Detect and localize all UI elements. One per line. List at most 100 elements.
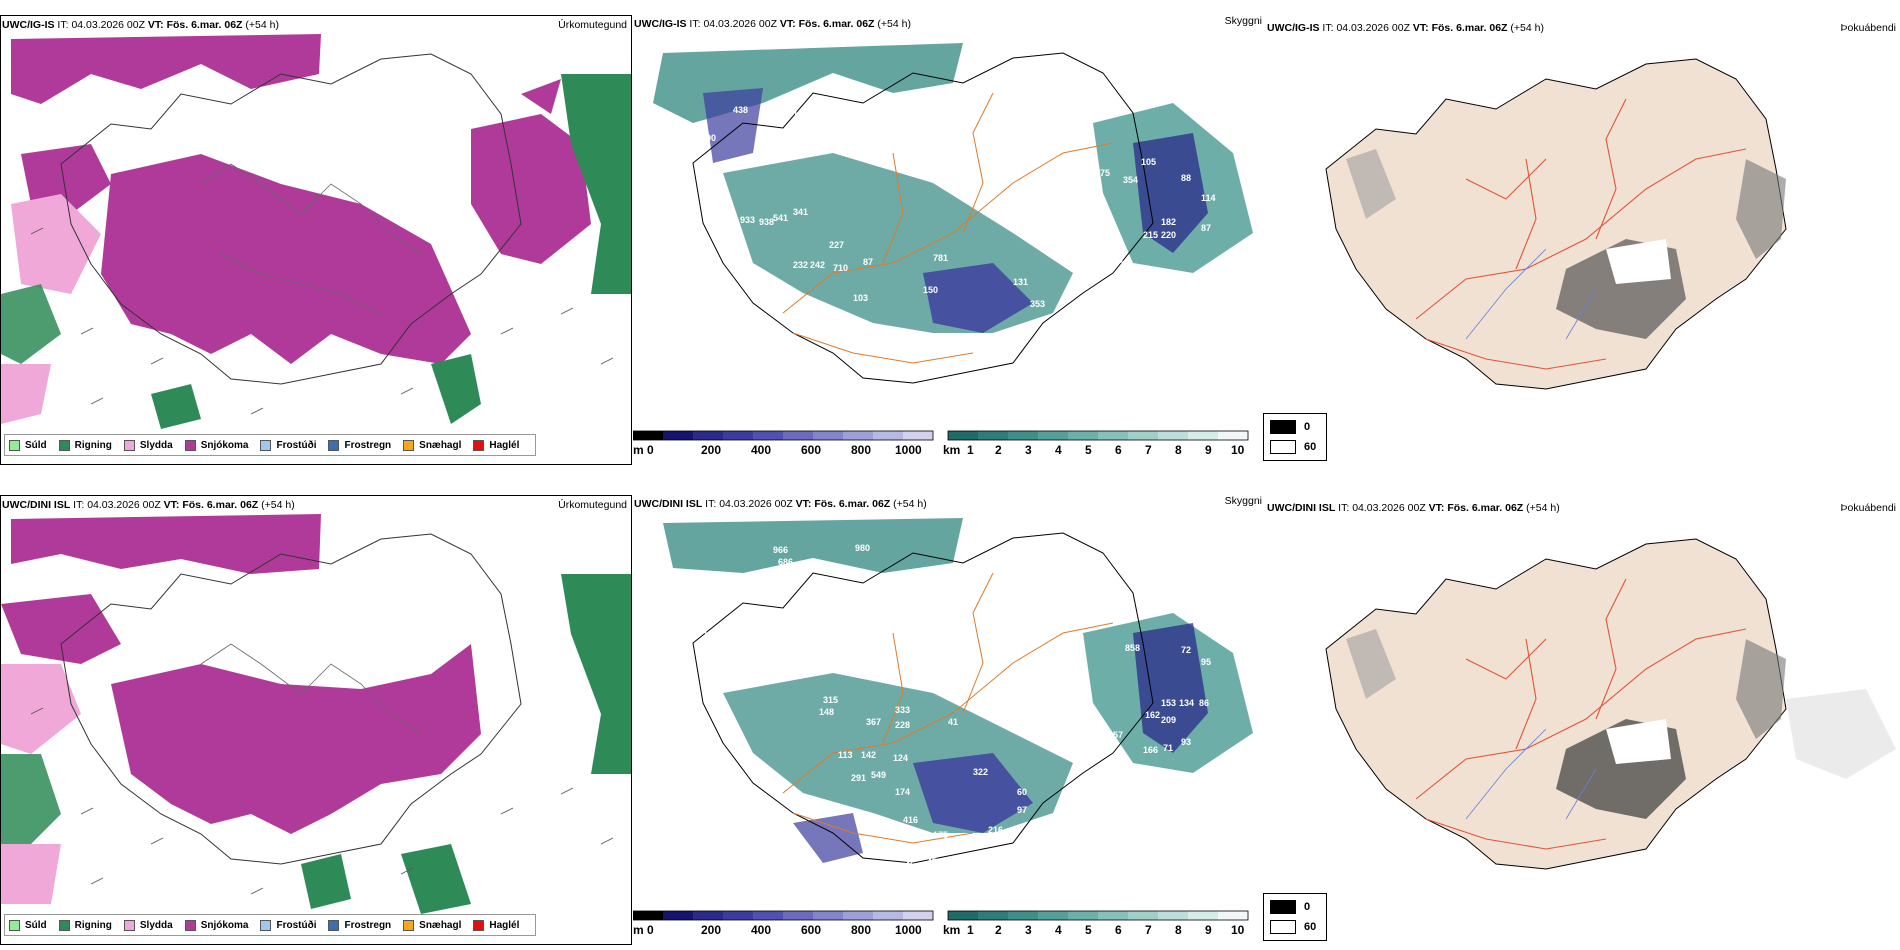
- cloud-label: 95: [1201, 657, 1211, 667]
- cloud-label: 93: [1181, 737, 1191, 747]
- legend-item: Súld: [9, 439, 47, 451]
- cloud-label: 549: [871, 770, 886, 780]
- legend-swatch: [328, 439, 340, 451]
- legend-item: Rigning: [58, 439, 112, 451]
- legend-item: Snjókoma: [184, 919, 248, 931]
- cloud-label: 94: [793, 145, 803, 155]
- cloud-label: 150: [923, 285, 938, 295]
- km-tick: 3: [1025, 923, 1032, 937]
- m-unit: m: [633, 443, 644, 457]
- cloud-label: 325: [801, 563, 816, 573]
- height-scale: m 0 200 400 600 800 1000 km 1 2 3 4 5 6 …: [633, 909, 1265, 949]
- km-tick: 2: [995, 443, 1002, 457]
- km-tick: 10: [1231, 923, 1245, 937]
- km-tick: 3: [1025, 443, 1032, 457]
- cloud-label: 170: [793, 110, 808, 120]
- legend-item: Slydda: [123, 919, 173, 931]
- cloud-label: 216: [988, 825, 1003, 835]
- fog-label-low: 0: [1304, 421, 1311, 433]
- legend-swatch: [9, 439, 20, 451]
- fog-legend: 0 60: [1263, 413, 1327, 461]
- km-scale: [947, 910, 1249, 921]
- cloud-label: 858: [1125, 643, 1140, 653]
- legend-swatch: [184, 439, 196, 451]
- panel-title: Þokuábendi: [1840, 502, 1896, 514]
- cloud-labels: 438 170 990 94 120 933 541 341 938 73 22…: [658, 105, 1216, 370]
- cloud-label: 60: [1017, 787, 1027, 797]
- fog-map: [1325, 58, 1787, 390]
- fog-swatch-low: [1270, 420, 1296, 434]
- cloud-label: 153: [1161, 698, 1176, 708]
- panel-title: Úrkomutegund: [558, 499, 627, 511]
- legend-swatch: [58, 919, 70, 931]
- cloud-map: 438 170 990 94 120 933 541 341 938 73 22…: [653, 43, 1253, 384]
- panel-header: UWC/IG-IS IT: 04.03.2026 00Z VT: Fös. 6.…: [2, 19, 279, 31]
- cloud-label: 291: [851, 773, 866, 783]
- km-tick: 5: [1085, 923, 1092, 937]
- cloud-label: 87: [1201, 223, 1211, 233]
- m-tick: 400: [751, 923, 771, 937]
- cloud-label: 416: [903, 815, 918, 825]
- cloud-label: 45: [1058, 809, 1068, 819]
- legend-swatch: [123, 439, 135, 451]
- cloud-label: 166: [1143, 745, 1158, 755]
- fog-panel-top: UWC/IG-IS IT: 04.03.2026 00Z VT: Fös. 6.…: [1263, 15, 1898, 465]
- legend-swatch: [473, 439, 485, 451]
- cloud-label: 162: [1145, 710, 1160, 720]
- panel-header: UWC/IG-IS IT: 04.03.2026 00Z VT: Fös. 6.…: [1267, 22, 1544, 34]
- cloud-label: 105: [1141, 157, 1156, 167]
- cloud-label: 59: [1133, 297, 1143, 307]
- cloud-label: 966: [663, 315, 678, 325]
- legend-item: Rigning: [58, 919, 112, 931]
- cloud-labels: 966 980 686 325 424 271 200 183 192 118 …: [658, 543, 1211, 870]
- legend-swatch: [58, 439, 70, 451]
- panel-title: Úrkomutegund: [558, 19, 627, 31]
- legend-item: Snæhagl: [403, 919, 461, 931]
- cloud-label: 86: [1199, 698, 1209, 708]
- m-tick: 600: [801, 923, 821, 937]
- m-tick: 400: [751, 443, 771, 457]
- m-scale: [633, 910, 934, 921]
- cloud-map: 966 980 686 325 424 271 200 183 192 118 …: [658, 518, 1253, 870]
- m-tick: 200: [701, 923, 721, 937]
- cloud-label: 80: [668, 717, 678, 727]
- cloud-label: 209: [1161, 715, 1176, 725]
- m-tick: 800: [851, 443, 871, 457]
- fog-label-high: 60: [1304, 441, 1317, 453]
- cloud-label: 97: [1017, 805, 1027, 815]
- legend-item: Súld: [9, 919, 47, 931]
- km-scale: [947, 430, 1249, 441]
- cloud-label: 183: [703, 630, 718, 640]
- km-tick: 2: [995, 923, 1002, 937]
- cloud-label: 72: [1143, 283, 1153, 293]
- panel-title: Skyggni: [1224, 495, 1262, 507]
- km-tick: 6: [1115, 923, 1122, 937]
- cloud-label: 42: [1063, 350, 1073, 360]
- cloud-label: 424: [808, 577, 823, 587]
- panel-header: UWC/DINI ISL IT: 04.03.2026 00Z VT: Fös.…: [1267, 502, 1560, 514]
- cloud-label: 148: [819, 707, 834, 717]
- cloud-label: 933: [740, 215, 755, 225]
- legend-swatch: [9, 919, 20, 931]
- m-tick: 0: [647, 923, 654, 937]
- legend-item: Frostregn: [328, 439, 391, 451]
- km-tick: 4: [1055, 443, 1062, 457]
- cloud-label: 322: [973, 767, 988, 777]
- cloud-label: 966: [773, 545, 788, 555]
- km-tick: 9: [1205, 923, 1212, 937]
- m-unit: m: [633, 923, 644, 937]
- cloud-label: 45: [905, 860, 915, 870]
- cloud-label: 87: [863, 257, 873, 267]
- cloud-label: 781: [933, 253, 948, 263]
- precip-legend: Súld Rigning Slydda Snjókoma Frostúði Fr…: [4, 434, 537, 456]
- cloud-label: 47: [927, 857, 937, 867]
- cloud-label: 333: [895, 705, 910, 715]
- km-tick: 5: [1085, 443, 1092, 457]
- fog-panel-bottom: UWC/DINI ISL IT: 04.03.2026 00Z VT: Fös.…: [1263, 495, 1898, 945]
- legend-swatch: [403, 919, 415, 931]
- cloud-label: 174: [895, 787, 910, 797]
- cloud-label: 101: [1083, 315, 1098, 325]
- cloud-label: 131: [1013, 277, 1028, 287]
- legend-item: Slydda: [123, 439, 173, 451]
- fog-label-low: 0: [1304, 901, 1311, 913]
